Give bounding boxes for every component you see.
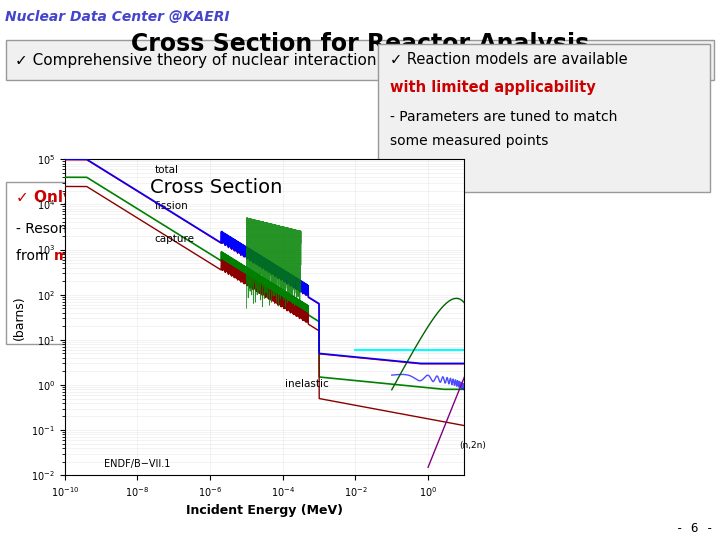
- Text: - Resonance parameters are derived: - Resonance parameters are derived: [16, 222, 270, 236]
- Text: from: from: [16, 249, 53, 263]
- Text: is not known yet.: is not known yet.: [385, 52, 534, 68]
- Text: some measured points: some measured points: [390, 134, 549, 148]
- Y-axis label: (barns): (barns): [13, 295, 26, 340]
- Text: total: total: [155, 165, 179, 175]
- Text: capture: capture: [155, 234, 195, 244]
- Text: Nuclear Data Center @KAERI: Nuclear Data Center @KAERI: [5, 10, 230, 24]
- FancyBboxPatch shape: [6, 40, 714, 80]
- FancyBboxPatch shape: [378, 44, 710, 192]
- Text: - Parameters are tuned to match: - Parameters are tuned to match: [390, 110, 617, 124]
- Text: measurement and systematics: measurement and systematics: [54, 249, 294, 263]
- Text: fission: fission: [155, 201, 189, 211]
- Text: ✓ Reaction models are available: ✓ Reaction models are available: [390, 52, 628, 67]
- Text: ✓ Only formal theory of resonance: ✓ Only formal theory of resonance: [16, 190, 312, 205]
- Text: (n,2n): (n,2n): [459, 441, 486, 450]
- Text: - 6 -: - 6 -: [677, 522, 714, 535]
- Text: ENDF/B−VII.1: ENDF/B−VII.1: [104, 459, 171, 469]
- Text: inelastic: inelastic: [284, 379, 328, 389]
- FancyBboxPatch shape: [6, 182, 378, 344]
- Text: ✓ Comprehensive theory of nuclear interaction: ✓ Comprehensive theory of nuclear intera…: [15, 52, 382, 68]
- Text: with limited applicability: with limited applicability: [390, 80, 595, 95]
- Text: Cross Section for Reactor Analysis: Cross Section for Reactor Analysis: [131, 32, 589, 56]
- X-axis label: Incident Energy (MeV): Incident Energy (MeV): [186, 504, 343, 517]
- Text: Cross Section: Cross Section: [150, 178, 283, 197]
